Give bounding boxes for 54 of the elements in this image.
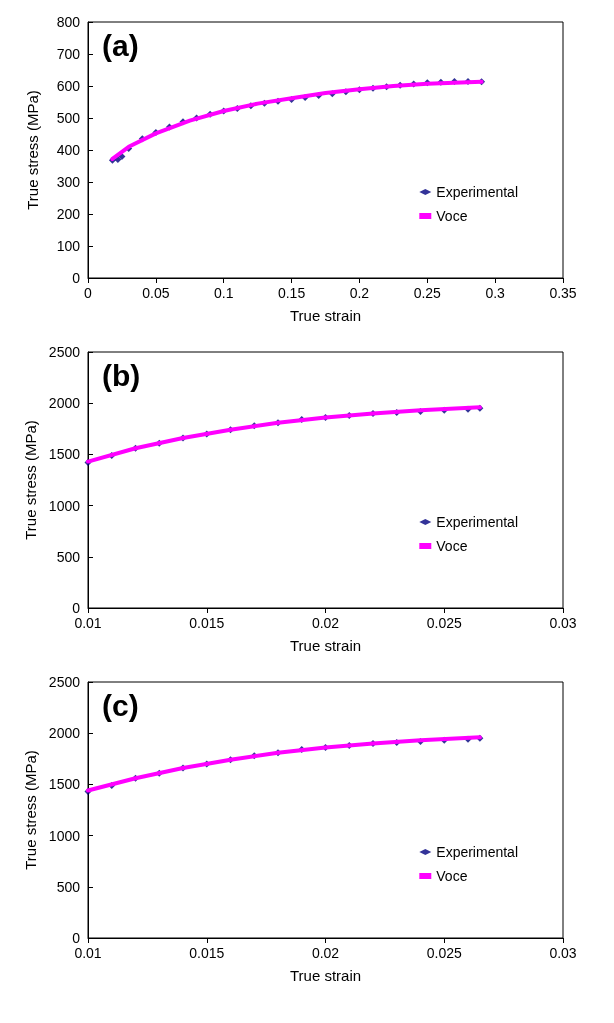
- y-tick-label: 300: [56, 174, 81, 190]
- y-tick-label: 0: [72, 270, 81, 286]
- y-tick-label: 1500: [48, 446, 81, 463]
- y-tick-label: 500: [56, 548, 81, 565]
- legend-label: Voce: [436, 538, 468, 554]
- y-tick-label: 2500: [48, 344, 81, 360]
- y-tick-label: 1000: [48, 497, 81, 514]
- legend-label: Experimental: [436, 514, 518, 530]
- x-tick-label: 0.15: [277, 285, 306, 301]
- y-axis-title: True stress (MPa): [21, 750, 39, 870]
- x-tick-label: 0.015: [189, 945, 225, 961]
- x-tick-label: 0.35: [549, 285, 577, 301]
- y-tick-label: 2000: [48, 395, 81, 412]
- legend-label: Experimental: [436, 844, 518, 860]
- x-tick-label: 0.01: [74, 945, 102, 961]
- y-axis-title: True stress (MPa): [24, 90, 41, 210]
- y-tick-label: 0: [72, 600, 81, 616]
- x-tick-label: 0.3: [485, 285, 506, 301]
- x-tick-label: 0.015: [189, 615, 225, 631]
- y-axis-title: True stress (MPa): [21, 420, 39, 540]
- y-tick-label: 1000: [48, 827, 81, 844]
- y-tick-label: 1500: [48, 776, 81, 793]
- y-tick-label: 2500: [48, 674, 81, 690]
- x-tick-label: 0.02: [311, 615, 340, 631]
- x-tick-label: 0.2: [349, 285, 370, 301]
- x-axis-title: True strain: [289, 307, 362, 324]
- x-tick-label: 0.25: [413, 285, 442, 301]
- y-tick-label: 700: [56, 46, 81, 62]
- y-tick-label: 400: [56, 142, 81, 158]
- y-tick-label: 100: [56, 238, 81, 254]
- y-tick-label: 500: [56, 110, 81, 126]
- legend-label: Voce: [436, 208, 468, 224]
- annotation: (b): [102, 358, 141, 392]
- y-tick-label: 0: [72, 930, 81, 946]
- x-tick-label: 0.03: [549, 615, 577, 631]
- x-tick-label: 0: [84, 285, 93, 301]
- annotation: (c): [102, 688, 139, 722]
- y-tick-label: 800: [56, 14, 81, 30]
- legend-label: Experimental: [436, 184, 518, 200]
- x-tick-label: 0.025: [426, 945, 462, 961]
- y-tick-label: 500: [56, 878, 81, 895]
- x-tick-label: 0.03: [549, 945, 577, 961]
- legend-label: Voce: [436, 868, 468, 884]
- x-tick-label: 0.025: [426, 615, 462, 631]
- y-tick-label: 600: [56, 78, 81, 94]
- x-tick-label: 0.05: [142, 285, 170, 301]
- x-axis-title: True strain: [289, 967, 362, 984]
- x-tick-label: 0.02: [311, 945, 340, 961]
- y-tick-label: 200: [56, 206, 81, 222]
- x-tick-label: 0.1: [213, 285, 234, 301]
- x-tick-label: 0.01: [74, 615, 102, 631]
- x-axis-title: True strain: [289, 637, 362, 654]
- y-tick-label: 2000: [48, 725, 81, 742]
- annotation: (a): [102, 28, 139, 62]
